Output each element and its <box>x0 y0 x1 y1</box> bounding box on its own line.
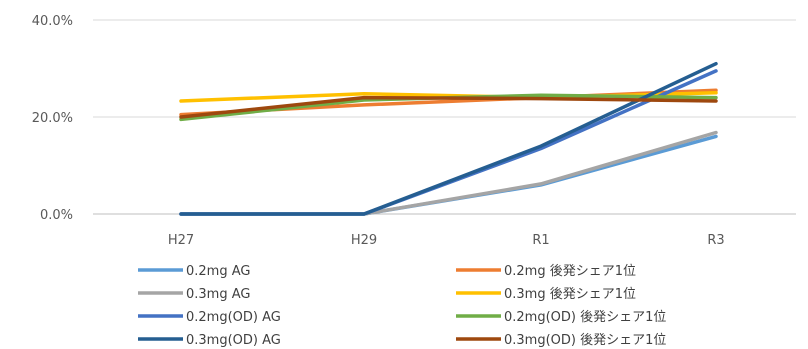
x-tick-label: H27 <box>168 233 194 248</box>
legend: 0.2mg AG 0.2mg 後発シェア1位 0.3mg AG 0.3mg 後発シェア… <box>138 264 666 348</box>
y-tick-label: 0.0% <box>40 208 73 223</box>
legend-item: 0.2mg 後発シェア1位 <box>456 264 636 279</box>
x-tick-label: R1 <box>532 233 549 248</box>
legend-item: 0.3mg 後発シェア1位 <box>456 287 636 302</box>
legend-item: 0.2mg(OD) AG <box>138 310 281 325</box>
legend-item: 0.2mg AG <box>138 264 250 279</box>
y-tick-label: 20.0% <box>32 111 73 126</box>
legend-label: 0.2mg AG <box>186 264 250 279</box>
legend-item: 0.2mg(OD) 後発シェア1位 <box>456 310 666 325</box>
legend-item: 0.3mg(OD) AG <box>138 333 281 348</box>
series-line-0 <box>179 134 718 216</box>
x-tick-label: R3 <box>707 233 724 248</box>
series-line-7 <box>179 95 718 119</box>
series-lines <box>179 61 718 216</box>
legend-item: 0.3mg(OD) 後発シェア1位 <box>456 333 666 348</box>
x-tick-label: H29 <box>351 233 377 248</box>
legend-label: 0.3mg(OD) 後発シェア1位 <box>504 333 666 348</box>
legend-label: 0.2mg(OD) 後発シェア1位 <box>504 310 666 325</box>
legend-item: 0.3mg AG <box>138 287 250 302</box>
y-tick-label: 40.0% <box>32 14 73 29</box>
x-axis-tick-labels: H27 H29 R1 R3 <box>168 233 725 248</box>
legend-label: 0.3mg(OD) AG <box>186 333 281 348</box>
y-axis-tick-labels: 0.0% 20.0% 40.0% <box>32 14 73 223</box>
legend-label: 0.3mg AG <box>186 287 250 302</box>
legend-label: 0.2mg 後発シェア1位 <box>504 264 636 279</box>
series-line-6 <box>179 61 718 216</box>
legend-label: 0.2mg(OD) AG <box>186 310 281 325</box>
legend-label: 0.3mg 後発シェア1位 <box>504 287 636 302</box>
